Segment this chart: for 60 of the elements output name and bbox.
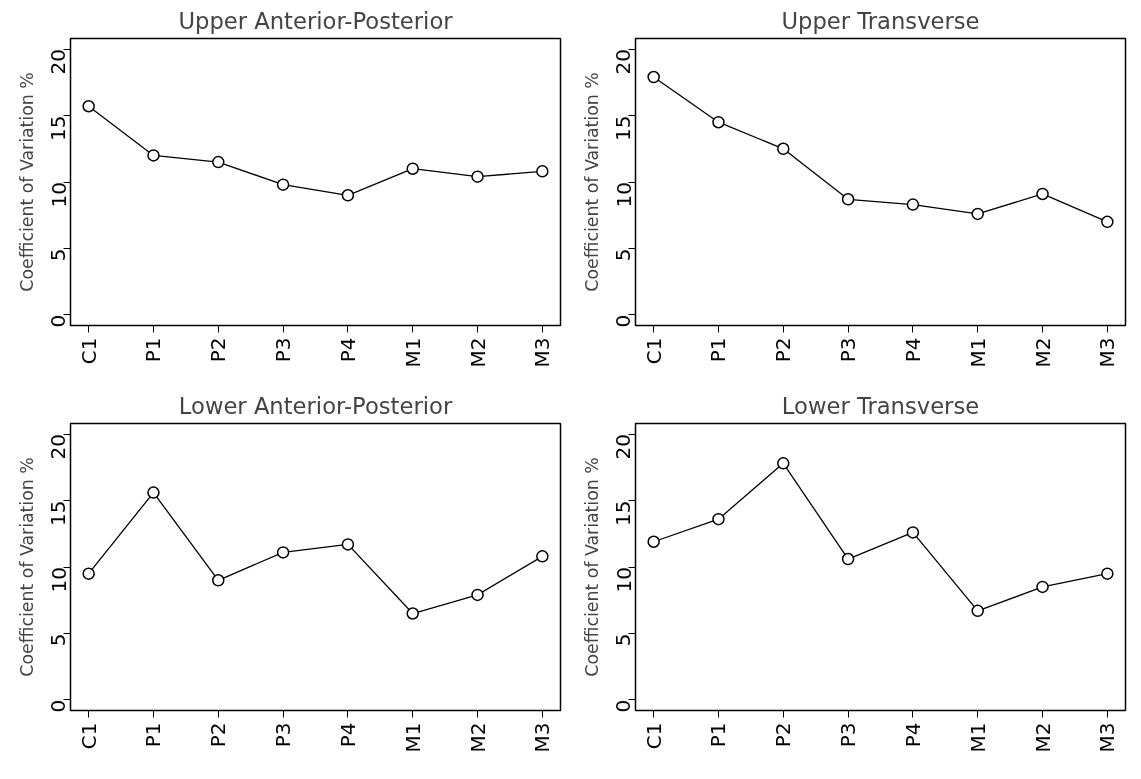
x-tick-label: M2 [1030,722,1055,753]
x-tick-label: M2 [1030,337,1055,368]
x-tick-label: P2 [771,337,796,363]
y-tick-label: 15 [611,500,636,527]
x-tick-label: M3 [1095,337,1120,368]
y-tick-label: 10 [46,182,71,208]
y-tick-label: 5 [611,633,636,647]
x-tick-label: M1 [965,337,990,368]
y-tick-label: 20 [611,434,636,460]
x-tick-label: P3 [836,337,861,363]
y-tick-label: 15 [46,115,71,142]
x-tick-label: M3 [530,722,555,753]
x-tick-label: C1 [641,722,666,750]
y-tick-label: 5 [611,248,636,262]
x-tick-label: M1 [965,722,990,753]
x-tick-label: P2 [206,722,231,748]
chart-title: Upper Anterior-Posterior [178,7,454,34]
x-tick-label: M2 [465,722,490,753]
y-tick-label: 20 [46,434,71,460]
y-axis-title: Coefficient of Variation % [581,457,602,677]
y-axis-title: Coefficient of Variation % [581,72,602,292]
y-tick-label: 5 [46,248,71,262]
x-tick-label: P1 [706,337,731,363]
chart-title: Lower Transverse [781,392,980,419]
y-tick-label: 5 [46,633,71,647]
chart-title: Upper Transverse [781,7,980,34]
y-tick-label: 20 [611,49,636,75]
x-tick-label: P3 [271,722,296,748]
y-tick-label: 10 [611,567,636,593]
y-axis-title: Coefficient of Variation % [16,72,37,292]
y-tick-label: 0 [611,314,636,328]
x-tick-label: P4 [335,722,360,748]
x-tick-label: M3 [1095,722,1120,753]
x-tick-label: P3 [836,722,861,748]
x-tick-label: P4 [335,337,360,363]
y-tick-label: 0 [611,699,636,713]
y-tick-label: 15 [46,500,71,527]
y-axis-title: Coefficient of Variation % [16,457,37,677]
y-tick-label: 15 [611,115,636,142]
x-tick-label: P4 [900,337,925,363]
x-tick-label: P1 [141,337,166,363]
x-tick-label: P1 [141,722,166,748]
y-tick-label: 0 [46,699,71,713]
x-tick-label: P4 [900,722,925,748]
y-tick-label: 10 [46,567,71,593]
x-tick-label: P1 [706,722,731,748]
x-tick-label: C1 [76,722,101,750]
chart-title: Lower Anterior-Posterior [178,392,453,419]
x-tick-label: M3 [530,337,555,368]
x-tick-label: P2 [771,722,796,748]
y-tick-label: 10 [611,182,636,208]
x-tick-label: M2 [465,337,490,368]
x-tick-label: C1 [641,337,666,365]
x-tick-label: P2 [206,337,231,363]
x-tick-label: P3 [271,337,296,363]
y-tick-label: 0 [46,314,71,328]
y-tick-label: 20 [46,49,71,75]
x-tick-label: M1 [400,337,425,368]
x-tick-label: M1 [400,722,425,753]
x-tick-label: C1 [76,337,101,365]
